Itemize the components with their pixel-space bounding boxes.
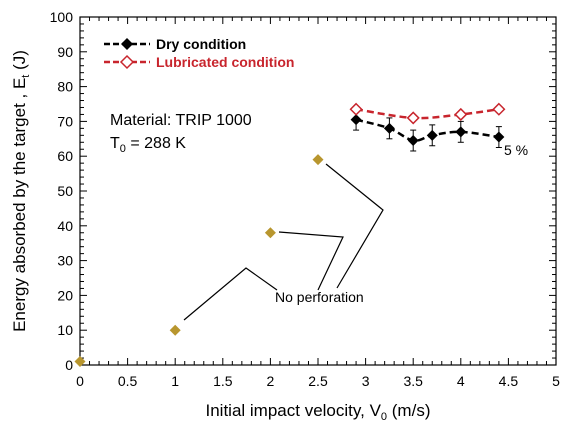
series-lubricated — [349, 102, 506, 125]
x-tick-label: 5 — [552, 373, 560, 389]
no-perforation-label: No perforation — [275, 289, 364, 305]
data-point-lubricated — [406, 111, 420, 125]
x-tick-label: 2.5 — [308, 373, 328, 389]
no-perforation-leader-3 — [325, 163, 384, 289]
y-tick-label: 100 — [50, 9, 74, 25]
temperature-annotation: T0 = 288 K — [110, 135, 186, 155]
y-tick-label: 10 — [57, 322, 73, 338]
x-tick-label: 1 — [171, 373, 179, 389]
legend-dry-label: Dry condition — [156, 36, 246, 52]
data-point-dry — [407, 135, 419, 147]
percent-label: 5 % — [504, 142, 528, 158]
series-line-lubricated — [355, 107, 500, 120]
data-point-dry — [493, 131, 505, 143]
x-axis-title: Initial impact velocity, V0 (m/s) — [206, 401, 431, 423]
plot-frame — [79, 16, 557, 366]
series-no-perforation — [74, 154, 324, 368]
y-tick-label: 20 — [57, 287, 73, 303]
data-point-dry — [383, 122, 395, 134]
y-tick-label: 70 — [57, 113, 73, 129]
legend-dry-marker — [121, 38, 133, 50]
x-tick-label: 0.5 — [118, 373, 138, 389]
y-tick-label: 30 — [57, 253, 73, 269]
legend-lubricated-label: Lubricated condition — [156, 54, 294, 70]
material-annotation: Material: TRIP 1000 — [110, 112, 252, 129]
data-point-dry — [455, 126, 467, 138]
ticks-layer — [79, 16, 557, 366]
y-tick-label: 0 — [65, 357, 73, 373]
series-line-dry — [355, 118, 500, 142]
x-tick-label: 4 — [457, 373, 465, 389]
data-point-dry — [350, 114, 362, 126]
no-perforation-leader-2 — [278, 231, 344, 291]
no-perforation-leader-1 — [183, 267, 278, 321]
legend-lubricated-marker — [119, 54, 135, 70]
x-tick-label: 3 — [362, 373, 370, 389]
data-point-no-perforation — [312, 154, 324, 166]
data-point-lubricated — [454, 107, 468, 122]
y-tick-label: 90 — [57, 44, 73, 60]
series-dry — [350, 108, 505, 152]
x-tick-label: 0 — [76, 373, 84, 389]
y-tick-label: 60 — [57, 148, 73, 164]
x-tick-label: 2 — [267, 373, 275, 389]
y-tick-label: 80 — [57, 79, 73, 95]
y-axis-title: Energy absorbed by the target , Et (J) — [10, 50, 32, 332]
data-point-lubricated — [349, 102, 363, 116]
data-point-lubricated — [492, 102, 506, 116]
data-point-no-perforation — [74, 356, 86, 368]
y-tick-labels: 0 10 20 30 40 50 60 70 80 90 100 — [50, 9, 74, 373]
y-tick-label: 50 — [57, 183, 73, 199]
y-tick-label: 40 — [57, 218, 73, 234]
x-tick-label: 3.5 — [403, 373, 423, 389]
series-layer — [74, 102, 506, 368]
x-tick-label: 4.5 — [499, 373, 519, 389]
data-point-no-perforation — [264, 227, 276, 239]
data-point-no-perforation — [169, 324, 181, 336]
data-point-dry — [426, 129, 438, 141]
legend: Dry condition Lubricated condition — [104, 36, 294, 70]
x-tick-labels: 0 0.5 1 1.5 2 2.5 3 3.5 4 4.5 5 — [76, 373, 560, 389]
x-tick-label: 1.5 — [213, 373, 233, 389]
